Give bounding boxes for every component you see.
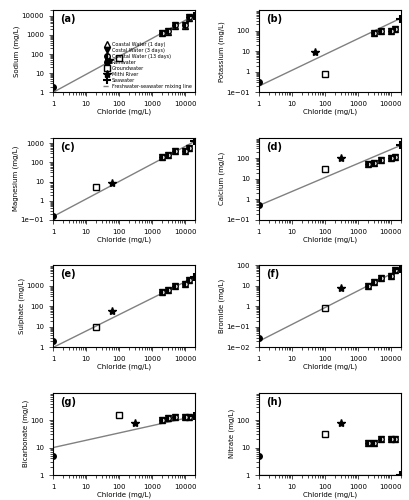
X-axis label: Chloride (mg/L): Chloride (mg/L) xyxy=(303,364,357,370)
Text: (h): (h) xyxy=(266,397,282,407)
Y-axis label: Sulphate (mg/L): Sulphate (mg/L) xyxy=(18,278,25,334)
X-axis label: Chloride (mg/L): Chloride (mg/L) xyxy=(97,236,151,243)
X-axis label: Chloride (mg/L): Chloride (mg/L) xyxy=(303,108,357,115)
Y-axis label: Sodium (mg/L): Sodium (mg/L) xyxy=(14,26,20,77)
Text: (e): (e) xyxy=(60,269,76,279)
X-axis label: Chloride (mg/L): Chloride (mg/L) xyxy=(303,236,357,243)
Legend: Coastal Water (1 day), Costal Water (3 days), Coastal Water (13 days), Rainwater: Coastal Water (1 day), Costal Water (3 d… xyxy=(102,41,193,90)
X-axis label: Chloride (mg/L): Chloride (mg/L) xyxy=(303,492,357,498)
Text: (g): (g) xyxy=(60,397,76,407)
Text: (c): (c) xyxy=(60,142,75,152)
Y-axis label: Magnesium (mg/L): Magnesium (mg/L) xyxy=(13,146,19,212)
Text: (a): (a) xyxy=(60,14,76,24)
X-axis label: Chloride (mg/L): Chloride (mg/L) xyxy=(97,364,151,370)
Text: (b): (b) xyxy=(266,14,282,24)
Text: (d): (d) xyxy=(266,142,282,152)
X-axis label: Chloride (mg/L): Chloride (mg/L) xyxy=(97,108,151,115)
Text: (f): (f) xyxy=(266,269,279,279)
Y-axis label: Nitrate (mg/L): Nitrate (mg/L) xyxy=(229,409,235,459)
Y-axis label: Bromide (mg/L): Bromide (mg/L) xyxy=(218,279,225,334)
Y-axis label: Bicarbonate (mg/L): Bicarbonate (mg/L) xyxy=(23,400,29,468)
Y-axis label: Calcium (mg/L): Calcium (mg/L) xyxy=(218,152,225,206)
Y-axis label: Potassium (mg/L): Potassium (mg/L) xyxy=(218,21,225,82)
X-axis label: Chloride (mg/L): Chloride (mg/L) xyxy=(97,492,151,498)
